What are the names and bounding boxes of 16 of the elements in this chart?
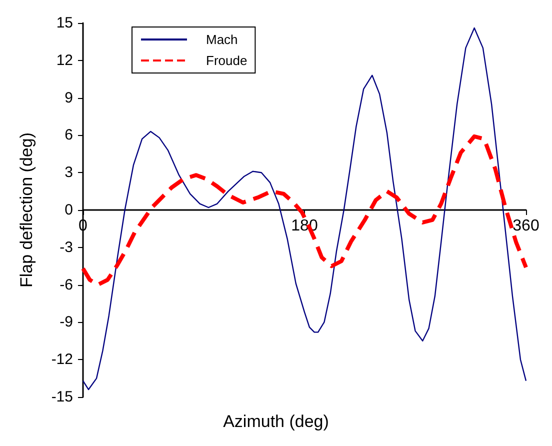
y-tick-label: -15 [51, 388, 73, 406]
y-tick-label: 3 [64, 164, 73, 182]
x-axis-title: Azimuth (deg) [223, 412, 329, 431]
y-tick-label: 6 [64, 126, 73, 144]
y-tick-label: 9 [64, 89, 73, 106]
y-tick-label: -6 [60, 276, 73, 294]
y-tick-label: -3 [60, 238, 73, 256]
x-tick-label: 360 [512, 218, 540, 234]
y-tick-label: 0 [64, 202, 73, 218]
legend-label: Froude [206, 53, 248, 68]
y-axis-title: Flap deflection (deg) [17, 132, 36, 288]
y-tick-label: -12 [51, 351, 73, 368]
y-tick-label: -9 [60, 314, 73, 331]
y-tick-label: 12 [56, 52, 73, 69]
y-tick-label: 15 [56, 14, 73, 32]
legend-label: Mach [206, 32, 238, 47]
